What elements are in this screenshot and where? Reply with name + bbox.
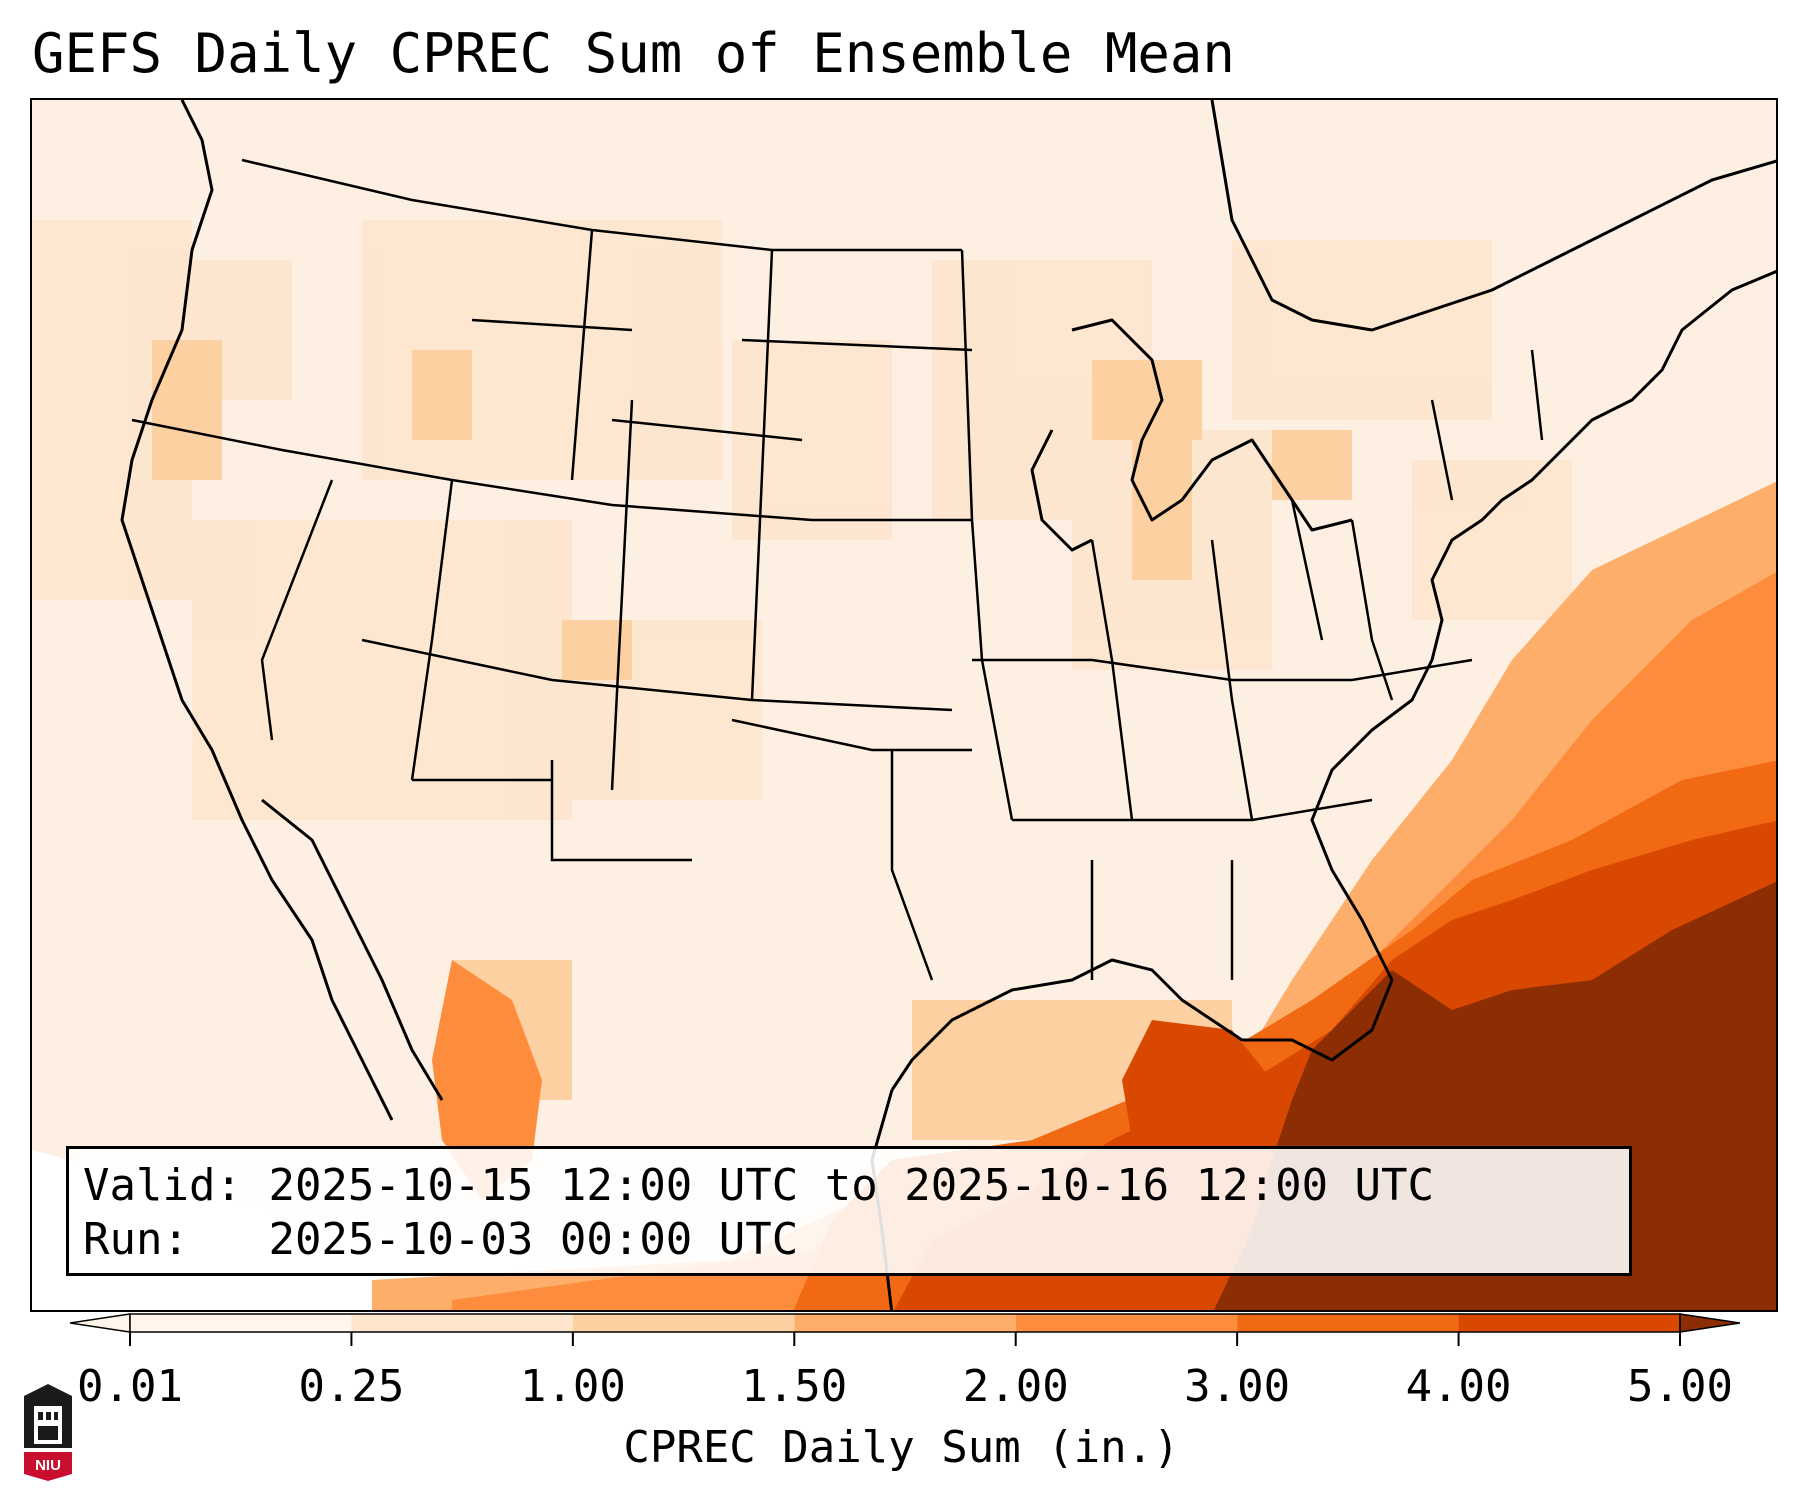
valid-run-infobox: Valid: 2025-10-15 12:00 UTC to 2025-10-1… [66, 1146, 1632, 1276]
colorbar-segment [794, 1314, 1016, 1332]
colorbar-segment [1015, 1314, 1238, 1332]
colorbar-segment [572, 1314, 795, 1332]
run-value: 2025-10-03 00:00 UTC [268, 1214, 799, 1265]
colorbar-segment [1458, 1314, 1680, 1332]
colorbar-segments [70, 1313, 1740, 1333]
colorbar [70, 1313, 1740, 1346]
gulf-heavy-core [1122, 1020, 1272, 1160]
colorbar-ticks [129, 1332, 1681, 1346]
colorbar-tick-label: 0.01 [77, 1361, 183, 1412]
state-borders [131, 158, 1544, 981]
valid-label: Valid: [83, 1160, 242, 1211]
colorbar-tick-label: 4.00 [1405, 1361, 1512, 1412]
colorbar-frame [129, 1313, 1681, 1333]
colorbar-extend-min [70, 1313, 131, 1333]
map-canvas [32, 100, 1776, 1310]
colorbar-tick-label: 1.00 [519, 1361, 626, 1412]
logo-banner [24, 1452, 72, 1481]
run-row: Run: 2025-10-03 00:00 UTC [83, 1213, 1615, 1267]
map-title: GEFS Daily CPREC Sum of Ensemble Mean [32, 22, 1235, 85]
coastlines [120, 100, 1776, 1310]
precipitation-map [30, 98, 1778, 1312]
valid-value: 2025-10-15 12:00 UTC to 2025-10-16 12:00… [268, 1160, 1435, 1211]
colorbar-tick-label: 2.00 [962, 1361, 1069, 1412]
colorbar-tick-label: 1.50 [741, 1361, 848, 1412]
run-label: Run: [83, 1214, 189, 1265]
logo-text: NIU [35, 1457, 61, 1474]
colorbar-tick-label: 0.25 [298, 1361, 405, 1412]
colorbar-tick-label: 3.00 [1184, 1361, 1291, 1412]
colorbar-segment [130, 1314, 352, 1332]
niu-logo: NIU [24, 1384, 72, 1481]
colorbar-label: CPREC Daily Sum (in.) [623, 1422, 1180, 1473]
colorbar-extend-max [1679, 1313, 1740, 1333]
mexico-band [432, 960, 542, 1200]
valid-row: Valid: 2025-10-15 12:00 UTC to 2025-10-1… [83, 1159, 1615, 1213]
colorbar-segment [1237, 1314, 1459, 1332]
light-precip-patches [32, 220, 1572, 820]
colorbar-segment [351, 1314, 573, 1332]
colorbar-tick-label: 5.00 [1627, 1361, 1733, 1412]
